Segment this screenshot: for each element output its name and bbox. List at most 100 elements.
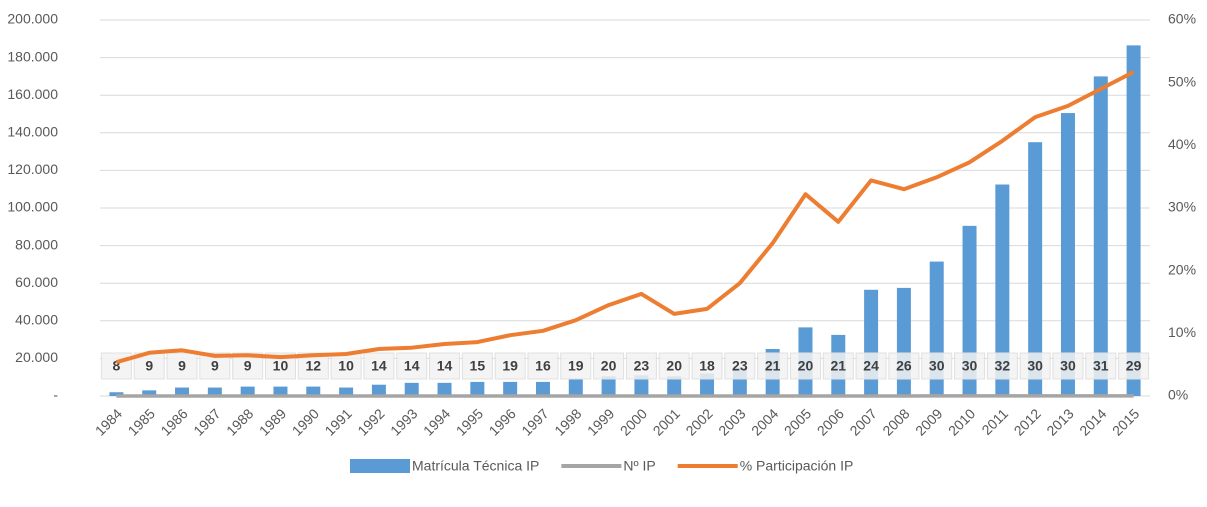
data-label: 30	[1027, 358, 1043, 374]
data-label-box	[297, 352, 329, 380]
x-tick-label: 2006	[814, 405, 847, 438]
legend-swatch	[350, 459, 410, 473]
data-label: 30	[929, 358, 945, 374]
x-tick-label: 1991	[321, 405, 354, 438]
data-label: 21	[830, 358, 846, 374]
x-tick-label: 1998	[551, 405, 584, 438]
data-label-box	[658, 352, 690, 380]
line	[115, 70, 1135, 365]
bar	[568, 379, 583, 396]
y2-tick-label: 30%	[1168, 199, 1196, 215]
legend-label: Nº IP	[623, 458, 655, 474]
bar	[371, 384, 386, 396]
bar	[339, 387, 354, 396]
data-label: 14	[404, 358, 420, 374]
data-label: 12	[305, 358, 321, 374]
bar	[1126, 45, 1141, 396]
bar	[995, 184, 1010, 396]
bar	[109, 392, 124, 396]
x-tick-label: 1988	[223, 405, 256, 438]
data-label-box	[789, 352, 821, 380]
bar	[667, 376, 682, 396]
y-tick-label: 140.000	[7, 124, 58, 140]
x-tick-label: 1993	[387, 405, 420, 438]
x-tick-label: 2011	[978, 405, 1011, 438]
x-tick-label: 2009	[912, 405, 945, 438]
x-tick-label: 1985	[125, 405, 158, 438]
bar	[864, 289, 879, 396]
bar	[273, 386, 288, 396]
legend-label: Matrícula Técnica IP	[412, 458, 539, 474]
data-label: 32	[995, 358, 1011, 374]
data-label: 18	[699, 358, 715, 374]
x-tick-label: 1999	[584, 405, 617, 438]
data-label: 10	[273, 358, 289, 374]
data-label: 9	[178, 358, 186, 374]
x-tick-label: 2003	[715, 405, 748, 438]
y2-tick-label: 20%	[1168, 261, 1196, 277]
bar	[1093, 76, 1108, 397]
y2-tick-label: 60%	[1168, 11, 1196, 27]
legend-label: % Participación IP	[740, 458, 854, 474]
data-label: 29	[1126, 358, 1142, 374]
bar	[1060, 113, 1075, 396]
data-label: 23	[732, 358, 748, 374]
data-label: 30	[962, 358, 978, 374]
data-label: 21	[765, 358, 781, 374]
data-label-box	[494, 352, 526, 380]
data-label-box	[757, 352, 789, 380]
x-tick-label: 2002	[682, 405, 715, 438]
data-label-box	[724, 352, 756, 380]
bar	[634, 375, 649, 396]
data-label: 23	[634, 358, 650, 374]
data-label: 14	[437, 358, 453, 374]
data-label-box	[625, 352, 657, 380]
data-label-box	[1085, 352, 1117, 380]
bar	[470, 381, 485, 396]
bar	[175, 387, 190, 396]
data-label-box	[822, 352, 854, 380]
data-label-box	[396, 352, 428, 380]
x-tick-label: 2001	[650, 405, 683, 438]
x-tick-label: 2010	[945, 405, 978, 438]
x-tick-label: 1986	[157, 405, 190, 438]
data-label-box	[593, 352, 625, 380]
data-label: 16	[535, 358, 551, 374]
bar	[306, 386, 321, 396]
bar	[601, 376, 616, 396]
data-label: 20	[601, 358, 617, 374]
bar	[1028, 142, 1043, 396]
x-tick-label: 1997	[518, 405, 551, 438]
data-label-box	[986, 352, 1018, 380]
data-label: 10	[338, 358, 354, 374]
y-tick-label: -	[53, 387, 58, 403]
x-tick-label: 1989	[256, 405, 289, 438]
data-label: 9	[211, 358, 219, 374]
data-label-box	[1019, 352, 1051, 380]
data-label: 9	[145, 358, 153, 374]
x-tick-label: 1994	[420, 405, 453, 438]
x-tick-label: 1996	[486, 405, 519, 438]
y-tick-label: 20.000	[15, 349, 58, 365]
data-label: 30	[1060, 358, 1076, 374]
data-label: 20	[798, 358, 814, 374]
x-tick-label: 2008	[879, 405, 912, 438]
x-tick-label: 2015	[1109, 405, 1142, 438]
x-tick-label: 2000	[617, 405, 650, 438]
data-label: 14	[371, 358, 387, 374]
data-label-box	[1052, 352, 1084, 380]
y-tick-label: 100.000	[7, 199, 58, 215]
x-tick-label: 1992	[354, 405, 387, 438]
x-tick-label: 2012	[1011, 405, 1044, 438]
data-label-box	[954, 352, 986, 380]
data-label: 31	[1093, 358, 1109, 374]
data-label-box	[461, 352, 493, 380]
data-label: 20	[666, 358, 682, 374]
data-label-box	[429, 352, 461, 380]
x-tick-label: 2014	[1076, 405, 1109, 438]
x-tick-label: 2005	[781, 405, 814, 438]
y-tick-label: 120.000	[7, 161, 58, 177]
x-tick-label: 1984	[92, 405, 125, 438]
bar	[207, 387, 222, 396]
